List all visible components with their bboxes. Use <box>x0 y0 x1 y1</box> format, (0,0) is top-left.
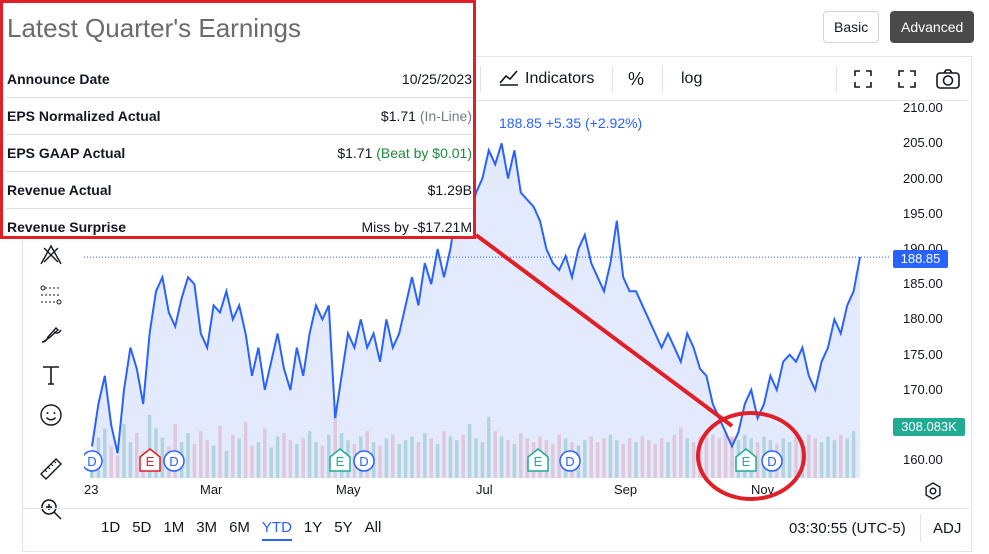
x-tick-label: Mar <box>200 482 223 497</box>
earnings-row: EPS GAAP Actual $1.71 (Beat by $0.01) <box>6 134 473 172</box>
earnings-row-value: Miss by -$17.21M <box>361 219 472 235</box>
marker-letter: E <box>336 454 345 469</box>
earnings-title: Latest Quarter's Earnings <box>7 13 301 43</box>
y-tick-label: 185.00 <box>903 276 943 292</box>
footer-divider <box>920 514 921 542</box>
range-button-3m[interactable]: 3M <box>196 519 218 536</box>
y-tick-label: 170.00 <box>903 381 943 397</box>
earnings-panel: Latest Quarter's Earnings Announce Date … <box>0 0 476 239</box>
y-tick-label: 205.00 <box>903 135 943 151</box>
text-tool-icon[interactable] <box>34 358 68 392</box>
y-tick-label: 160.00 <box>903 452 943 468</box>
marker-letter: D <box>565 454 574 469</box>
price-change-legend: 188.85 +5.35 (+2.92%) <box>499 115 643 131</box>
indicators-button[interactable]: Indicators <box>498 66 594 92</box>
x-tick-label: May <box>336 482 361 497</box>
indicators-icon <box>499 70 518 86</box>
y-tick-label: 195.00 <box>903 205 943 221</box>
basic-mode-button[interactable]: Basic <box>823 11 880 43</box>
range-button-all[interactable]: All <box>364 519 382 536</box>
earnings-row-label: Revenue Surprise <box>7 219 127 235</box>
fullscreen-icon[interactable] <box>852 68 874 95</box>
clock-readout: 03:30:55 (UTC-5) <box>789 520 906 537</box>
earnings-row-label: Announce Date <box>7 71 110 87</box>
brush-tool-icon[interactable] <box>34 318 68 352</box>
settings-icon[interactable] <box>923 481 943 506</box>
x-tick-label: Jul <box>476 482 493 497</box>
earnings-marker[interactable]: E <box>329 448 351 472</box>
adjust-button[interactable]: ADJ <box>933 520 962 537</box>
bottom-divider <box>22 508 970 509</box>
emoji-tool-icon[interactable] <box>34 398 68 432</box>
earnings-row-value: $1.29B <box>427 182 472 198</box>
camera-icon[interactable] <box>935 68 961 95</box>
dividend-marker[interactable]: D <box>163 450 185 472</box>
toolbar-divider <box>612 66 613 92</box>
dividend-marker[interactable]: D <box>84 450 103 472</box>
log-scale-button[interactable]: log <box>681 70 703 87</box>
pattern-tool-icon[interactable] <box>34 238 68 272</box>
range-button-6m[interactable]: 6M <box>229 519 250 536</box>
earnings-marker[interactable]: E <box>139 448 161 472</box>
earnings-row-label: EPS GAAP Actual <box>7 145 126 161</box>
earnings-row-value: $1.71 (Beat by $0.01) <box>337 145 472 161</box>
percent-scale-button[interactable]: % <box>628 69 645 89</box>
range-button-5y[interactable]: 5Y <box>334 519 353 536</box>
marker-letter: E <box>534 454 543 469</box>
advanced-mode-button[interactable]: Advanced <box>890 11 975 43</box>
toolbar-bottom-border <box>80 100 969 101</box>
volume-tag: 308.083K <box>893 418 965 436</box>
dividend-marker[interactable]: D <box>761 450 783 472</box>
range-button-1d[interactable]: 1D <box>101 519 121 536</box>
zoom-tool-icon[interactable] <box>34 492 68 526</box>
earnings-row-value: $1.71 (In-Line) <box>380 108 472 124</box>
earnings-row: EPS Normalized Actual $1.71 (In-Line) <box>6 97 473 135</box>
x-axis: 23 Mar May Jul Sep Nov <box>84 482 890 502</box>
toolbar-divider <box>480 66 481 92</box>
expand-icon[interactable] <box>896 68 918 95</box>
earnings-row: Announce Date 10/25/2023 <box>6 60 473 98</box>
marker-letter: E <box>742 454 751 469</box>
range-selector: 1D 5D 1M 3M 6M YTD 1Y 5Y All <box>101 519 381 541</box>
dividend-marker[interactable]: D <box>559 450 581 472</box>
range-button-ytd[interactable]: YTD <box>261 519 292 541</box>
x-tick-label: Nov <box>751 482 775 497</box>
earnings-marker[interactable]: E <box>527 448 549 472</box>
earnings-row: Revenue Surprise Miss by -$17.21M <box>6 208 473 245</box>
marker-letter: D <box>169 454 178 469</box>
earnings-row-label: Revenue Actual <box>7 182 112 198</box>
measure-tool-icon[interactable] <box>34 278 68 312</box>
y-tick-label: 200.00 <box>903 170 943 186</box>
x-tick-label: Sep <box>614 482 638 497</box>
dividend-marker[interactable]: D <box>353 450 375 472</box>
toolbar-divider <box>836 66 837 92</box>
range-button-1y[interactable]: 1Y <box>303 519 323 536</box>
last-price-tag: 188.85 <box>893 250 948 268</box>
x-tick-label: 23 <box>84 482 99 497</box>
y-tick-label: 180.00 <box>903 311 943 327</box>
ruler-tool-icon[interactable] <box>34 452 68 486</box>
marker-letter: D <box>87 454 96 469</box>
marker-letter: D <box>767 454 776 469</box>
range-button-1m[interactable]: 1M <box>163 519 185 536</box>
y-tick-label: 175.00 <box>903 346 943 362</box>
marker-letter: E <box>146 454 155 469</box>
marker-letter: D <box>359 454 368 469</box>
earnings-row-label: EPS Normalized Actual <box>7 108 161 124</box>
y-tick-label: 210.00 <box>903 100 943 116</box>
indicators-label: Indicators <box>525 70 595 87</box>
toolbar-divider <box>662 66 663 92</box>
earnings-row: Revenue Actual $1.29B <box>6 171 473 209</box>
range-button-5d[interactable]: 5D <box>132 519 152 536</box>
earnings-row-value: 10/25/2023 <box>401 71 472 87</box>
